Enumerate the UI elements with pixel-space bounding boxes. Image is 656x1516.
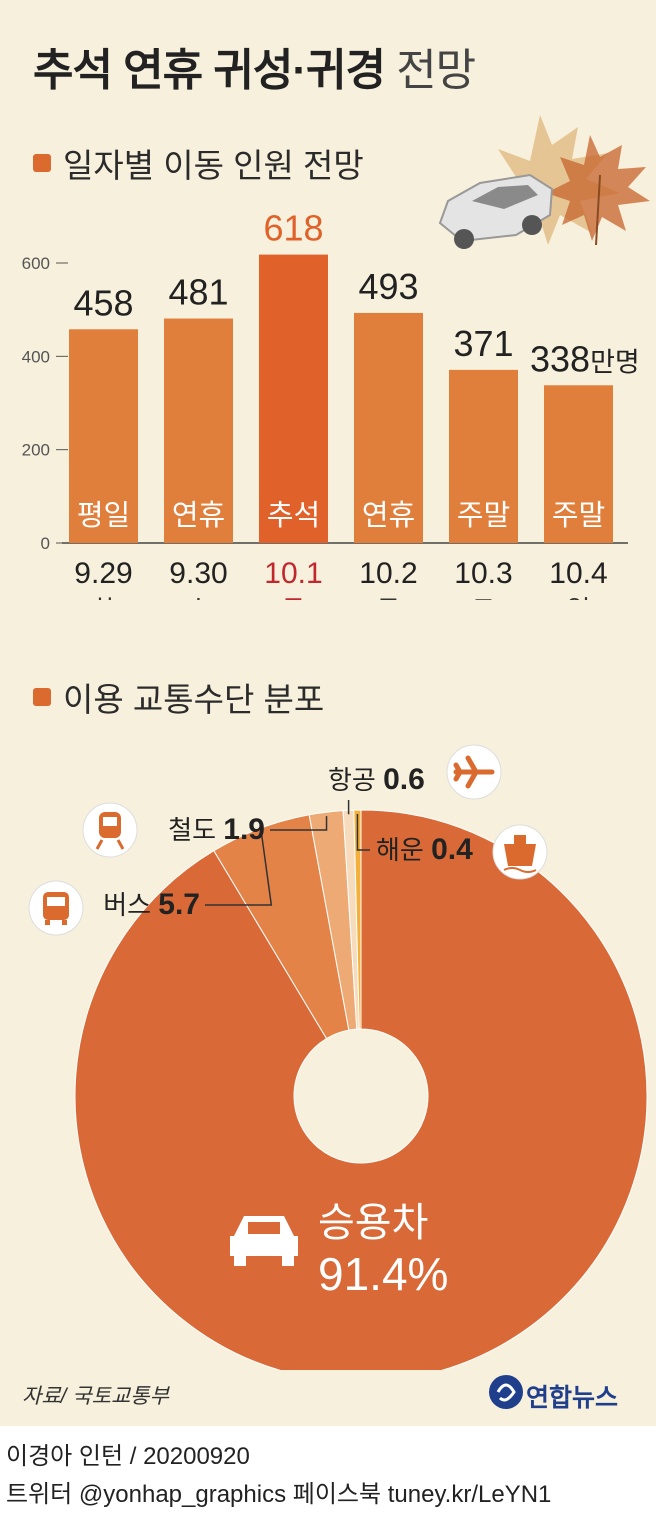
yonhap-logo-icon [489, 1375, 523, 1409]
leader-line [270, 816, 328, 831]
value-label: 338만명 [530, 338, 640, 379]
value-number: 338 [530, 338, 590, 379]
leaf-car-illustration [438, 115, 650, 249]
value-unit: 만명 [590, 347, 640, 377]
car-illustration-icon [438, 173, 554, 249]
y-tick-label: 0 [41, 534, 50, 553]
leader-line [356, 814, 370, 851]
x-tick-label: 10.4 [549, 557, 607, 590]
x-tick-label: 9.29 [74, 557, 132, 590]
train-rail [95, 839, 125, 850]
pie-slice [74, 809, 648, 1370]
value-label: 458 [73, 282, 133, 323]
callout-name: 해운 [376, 835, 431, 865]
weekday-label: (화) [83, 595, 124, 600]
value-number: 458 [73, 282, 133, 323]
callout-label: 해운 0.4 [376, 833, 473, 866]
weekday-label: (금) [368, 595, 409, 600]
car-body [230, 1216, 298, 1256]
weekday-label: (토) [463, 595, 504, 600]
footer-social: 트위터 @yonhap_graphics 페이스북 tuney.kr/LeYN1 [6, 1481, 552, 1508]
section-bullet [33, 688, 51, 706]
bar [354, 312, 423, 543]
title-light: 전망 [396, 46, 476, 95]
pie-slice [353, 809, 362, 1030]
infographic-card: 추석 연휴 귀성·귀경 전망 일자별 이동 인원 전망 0 200 400 600 평일… [0, 0, 656, 1426]
page-title: 추석 연휴 귀성·귀경 전망 [33, 34, 476, 98]
bar-chart: 0 200 400 600 평일 458 9.29 (화) 연휴 481 9.30 (수) 추석 618 1… [22, 208, 640, 600]
y-tick-label: 200 [22, 441, 50, 460]
callout-label: 철도 1.9 [168, 813, 265, 846]
day-type-label: 주말 [457, 500, 510, 532]
callout-value: 5.7 [158, 888, 200, 921]
day-type-label: 연휴 [362, 500, 415, 532]
y-tick-label: 600 [22, 254, 50, 273]
day-type-label: 연휴 [172, 500, 225, 532]
callout-name: 항공 [328, 765, 383, 795]
callout-value: 0.6 [383, 763, 425, 796]
bar [449, 369, 518, 543]
value-number: 481 [168, 272, 228, 313]
day-type-label: 주말 [552, 500, 605, 532]
ship-hull [504, 844, 536, 866]
bus-wheel [45, 920, 50, 925]
car-wheel [234, 1256, 246, 1266]
bus-window [47, 897, 65, 906]
car-icon [230, 1216, 298, 1266]
train-window [103, 817, 117, 826]
x-tick-label: 10.2 [359, 557, 417, 590]
bar [544, 385, 613, 543]
ship-wave [503, 867, 537, 873]
leader-line [205, 832, 273, 906]
weekday-label: (수) [178, 595, 219, 600]
title-bold: 추석 연휴 귀성·귀경 [33, 46, 386, 95]
bar [69, 329, 138, 543]
logo-text: 연합뉴스 [526, 1384, 619, 1412]
section-bullet [33, 154, 51, 172]
ship-icon [492, 824, 548, 880]
x-tick-label: 10.3 [454, 557, 512, 590]
car-window [248, 1222, 280, 1234]
train-icon [82, 802, 138, 858]
callout-value: 0.4 [431, 833, 473, 866]
callout-label: 항공 0.6 [328, 763, 425, 796]
callout-value: 1.9 [223, 813, 265, 846]
value-label: 618 [263, 208, 323, 249]
value-number: 493 [358, 266, 418, 307]
bus-icon [28, 880, 84, 936]
pie-section-title: 이용 교통수단 분포 [33, 673, 324, 721]
bar-section-title: 일자별 이동 인원 전망 [33, 139, 364, 187]
footer-credit: 이경아 인턴 / 20200920 [6, 1443, 250, 1470]
day-type-label: 추석 [267, 500, 320, 532]
bar [259, 254, 328, 543]
car-wheel [282, 1256, 294, 1266]
pie-chart-title: 이용 교통수단 분포 [63, 681, 325, 718]
x-tick-label: 10.1 [264, 557, 322, 590]
value-label: 371 [453, 323, 513, 364]
ship-cabin [514, 835, 526, 844]
callout-name: 철도 [168, 815, 223, 845]
day-type-label: 평일 [77, 500, 130, 532]
weekday-label: (일) [558, 595, 599, 600]
value-number: 371 [453, 323, 513, 364]
slice-value: 91.4% [318, 1248, 448, 1300]
bar [164, 318, 233, 543]
airplane-icon [446, 744, 502, 800]
callout-name: 버스 [103, 890, 158, 920]
callout-label: 버스 5.7 [103, 888, 200, 921]
airplane-shape [453, 755, 495, 789]
weekday-label: (목) [273, 595, 314, 600]
slice-label: 승용차 [318, 1201, 428, 1245]
value-number: 618 [263, 208, 323, 249]
y-tick-label: 400 [22, 347, 50, 366]
value-label: 481 [168, 272, 228, 313]
value-label: 493 [358, 266, 418, 307]
x-tick-label: 9.30 [169, 557, 227, 590]
bus-wheel [62, 920, 67, 925]
bar-chart-title: 일자별 이동 인원 전망 [63, 147, 364, 184]
source-label: 자료/ 국토교통부 [22, 1385, 169, 1408]
